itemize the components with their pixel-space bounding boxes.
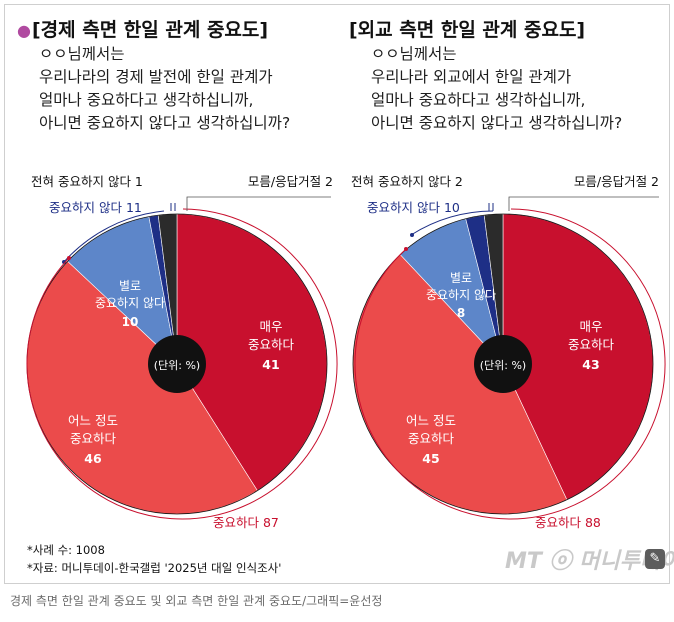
- slice-value-somewhat: 46: [84, 451, 102, 466]
- slice-value-somewhat: 45: [422, 451, 439, 466]
- diplomatic-pie-chart: (단위: %) 매우 중요하다 43 어느 정도 중요하다 45 별로 중요하지…: [351, 174, 666, 530]
- not-important-arc: [62, 210, 165, 264]
- sample-size-note: *사례 수: 1008: [27, 543, 105, 557]
- important-arc: [354, 208, 666, 520]
- label-leader-lines: [488, 203, 494, 211]
- label-not-at-all: 전혀 중요하지 않다 2: [351, 174, 463, 189]
- slice-value-very: 41: [262, 357, 279, 372]
- slice-label-not-very: 별로: [450, 271, 472, 285]
- slice-label-not-very: 중요하지 않다: [95, 296, 165, 310]
- label-not-important-total: 중요하지 않다 11: [49, 200, 142, 215]
- question-line: 얼마나 중요하다고 생각하십니까,: [39, 91, 254, 109]
- source-note: *자료: 머니투데이-한국갤럽 '2025년 대일 인식조사': [27, 561, 282, 575]
- question-line: 얼마나 중요하다고 생각하십니까,: [371, 91, 586, 109]
- slice-value-not-very: 8: [457, 306, 465, 320]
- slice-value-very: 43: [582, 357, 599, 372]
- figure-caption: 경제 측면 한일 관계 중요도 및 외교 측면 한일 관계 중요도/그래픽=윤선…: [10, 594, 383, 608]
- arc-end-dot-icon: [410, 233, 414, 237]
- pie-outline: [352, 213, 654, 515]
- infographic-frame: ●[경제 측면 한일 관계 중요도] ㅇㅇ님께서는 우리나라의 경제 발전에 한…: [4, 4, 674, 584]
- economic-panel: ●[경제 측면 한일 관계 중요도] ㅇㅇ님께서는 우리나라의 경제 발전에 한…: [11, 13, 341, 575]
- question-line: 우리나라 외교에서 한일 관계가: [371, 68, 572, 86]
- slice-label-very: 중요하다: [248, 337, 295, 352]
- diplomatic-question: ㅇㅇ님께서는 우리나라 외교에서 한일 관계가 얼마나 중요하다고 생각하십니까…: [371, 43, 622, 135]
- slice-value-not-very: 10: [122, 315, 139, 329]
- arc-end-dot-icon: [67, 256, 71, 260]
- label-not-at-all: 전혀 중요하지 않다 1: [31, 174, 143, 189]
- label-important-total: 중요하다 88: [535, 515, 601, 530]
- economic-title: ●[경제 측면 한일 관계 중요도]: [17, 19, 269, 41]
- unit-label: (단위: %): [154, 359, 200, 372]
- important-arc: [26, 208, 338, 520]
- slice-label-somewhat: 어느 정도: [406, 413, 456, 428]
- slice-label-not-very: 별로: [119, 279, 141, 293]
- question-line: ㅇㅇ님께서는: [39, 45, 125, 63]
- slice-label-very: 중요하다: [568, 337, 615, 352]
- slice-label-not-very: 중요하지 않다: [426, 288, 496, 302]
- slice-label-somewhat: 어느 정도: [68, 413, 118, 428]
- slice-label-very: 매우: [579, 319, 602, 334]
- unit-label: (단위: %): [480, 359, 526, 372]
- diplomatic-panel: [외교 측면 한일 관계 중요도] ㅇㅇ님께서는 우리나라 외교에서 한일 관계…: [343, 13, 673, 573]
- label-dont-know: 모름/응답거절 2: [248, 174, 333, 189]
- diplomatic-title: [외교 측면 한일 관계 중요도]: [349, 19, 586, 41]
- not-important-arc: [410, 210, 494, 236]
- label-important-total: 중요하다 87: [213, 515, 279, 530]
- question-line: 아니면 중요하지 않다고 생각하십니까?: [39, 114, 291, 132]
- magic-wand-icon[interactable]: ✎: [645, 549, 665, 569]
- dont-know-leader-line: [508, 196, 659, 211]
- dont-know-leader-line: [186, 196, 331, 211]
- label-leader-lines: [170, 203, 176, 211]
- pie-center-hole: [474, 335, 532, 393]
- question-line: 아니면 중요하지 않다고 생각하십니까?: [371, 114, 623, 132]
- economic-pie-chart: (단위: %) 매우 중요하다 41 어느 정도 중요하다 46 별로 중요하지…: [26, 174, 338, 530]
- slice-label-very: 매우: [259, 319, 282, 334]
- slice-label-somewhat: 중요하다: [408, 431, 455, 446]
- label-dont-know: 모름/응답거절 2: [574, 174, 659, 189]
- pie-center-hole: [148, 335, 206, 393]
- question-line: ㅇㅇ님께서는: [371, 45, 457, 63]
- label-not-important-total: 중요하지 않다 10: [367, 200, 460, 215]
- economic-question: ㅇㅇ님께서는 우리나라의 경제 발전에 한일 관계가 얼마나 중요하다고 생각하…: [39, 43, 290, 135]
- bullet-dot-icon: ●: [17, 21, 31, 40]
- question-line: 우리나라의 경제 발전에 한일 관계가: [39, 68, 273, 86]
- arc-end-dot-icon: [404, 247, 408, 251]
- slice-label-somewhat: 중요하다: [70, 431, 117, 446]
